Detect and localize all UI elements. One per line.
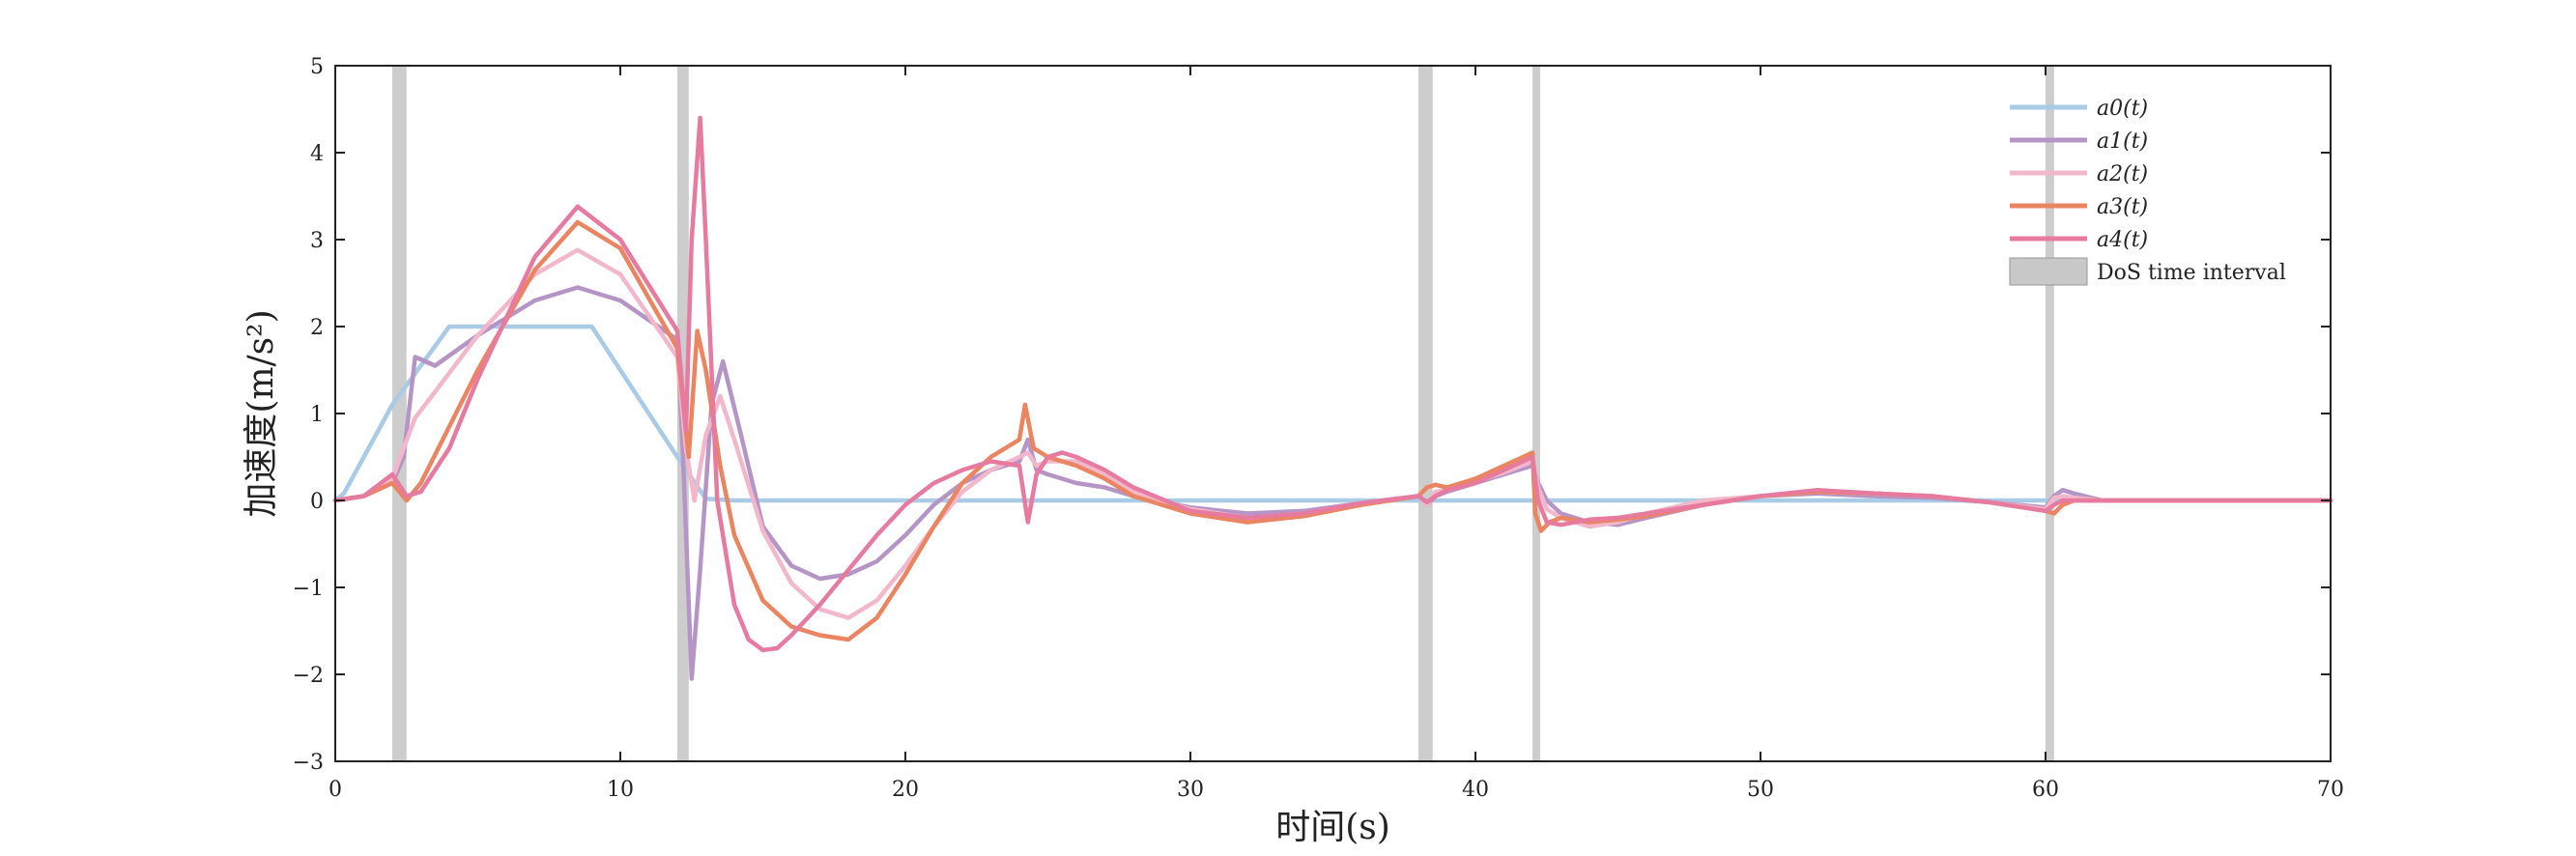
legend: a0(t) a1(t) a2(t) a3(t) a4(t) DoS time interv… bbox=[2009, 97, 2286, 286]
x-tick-label: 30 bbox=[1177, 778, 1204, 802]
legend-label-a2: a2(t) bbox=[2097, 162, 2148, 186]
x-tick-label: 10 bbox=[607, 778, 634, 802]
y-tick-label: 3 bbox=[310, 229, 324, 253]
y-tick-label: 0 bbox=[310, 490, 324, 514]
y-tick-label: −3 bbox=[293, 751, 324, 775]
dos-interval-3 bbox=[1532, 66, 1540, 761]
dos-interval-2 bbox=[1418, 66, 1433, 761]
legend-label-a1: a1(t) bbox=[2097, 129, 2148, 154]
legend-label-a4: a4(t) bbox=[2097, 228, 2148, 252]
y-tick-label: 4 bbox=[310, 142, 324, 166]
series-lines bbox=[332, 115, 2333, 681]
legend-label-dos: DoS time interval bbox=[2097, 261, 2286, 285]
x-tick-label: 50 bbox=[1747, 778, 1774, 802]
y-tick-label: 1 bbox=[310, 403, 324, 427]
y-tick-label: 5 bbox=[310, 55, 324, 79]
x-tick-label: 40 bbox=[1462, 778, 1489, 802]
legend-label-a3: a3(t) bbox=[2097, 195, 2148, 219]
legend-swatch-dos bbox=[2009, 257, 2088, 286]
series-line-a4 bbox=[332, 115, 2333, 653]
y-axis-label: 加速度(m/s²) bbox=[242, 309, 281, 517]
y-tick-label: −1 bbox=[293, 577, 324, 601]
x-tick-label: 70 bbox=[2317, 778, 2344, 802]
y-tick-label: 2 bbox=[310, 316, 324, 340]
axis-ticks: 0 10 20 30 40 50 60 70 −3 −2 −1 0 1 2 3 4 5 bbox=[293, 55, 2344, 802]
x-tick-label: 0 bbox=[329, 778, 342, 802]
dos-interval-0 bbox=[392, 66, 407, 761]
y-tick-label: −2 bbox=[293, 664, 324, 688]
x-tick-label: 60 bbox=[2032, 778, 2059, 802]
dos-interval-4 bbox=[2046, 66, 2054, 761]
x-tick-label: 20 bbox=[892, 778, 919, 802]
legend-label-a0: a0(t) bbox=[2097, 97, 2148, 121]
x-axis-label: 时间(s) bbox=[1275, 808, 1390, 847]
